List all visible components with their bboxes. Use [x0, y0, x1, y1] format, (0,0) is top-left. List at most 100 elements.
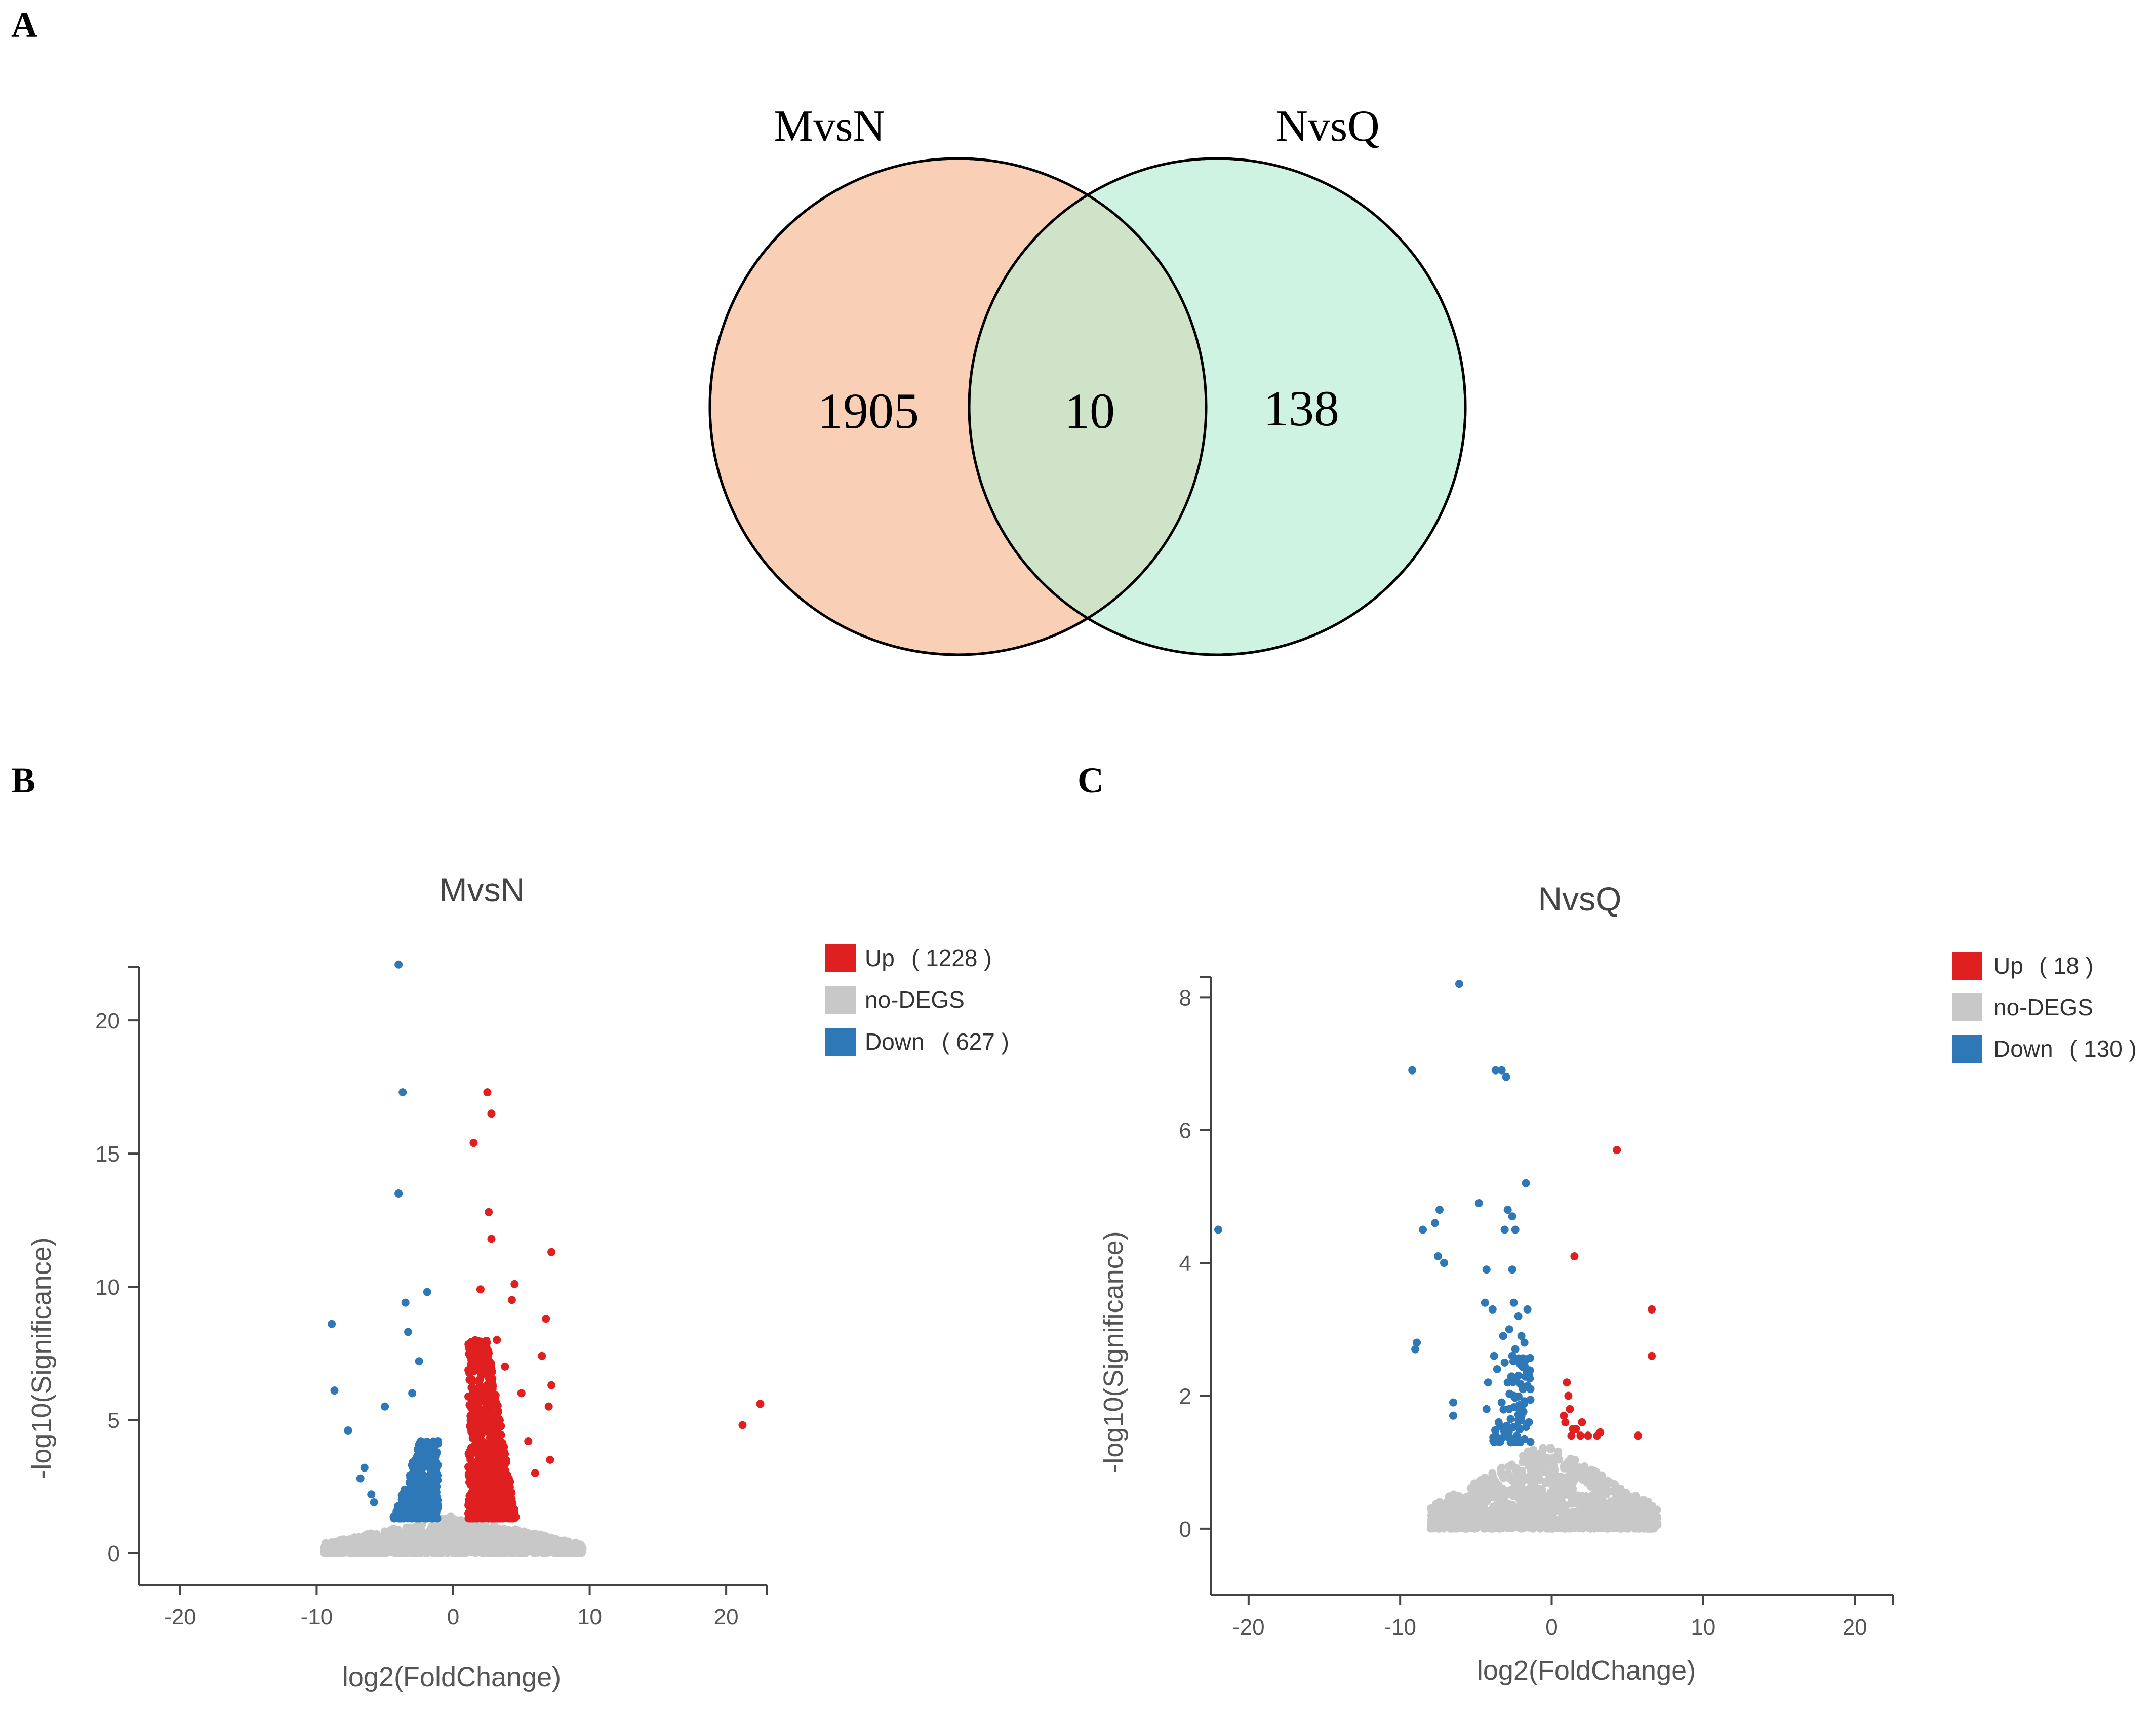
data-point-no [1530, 1505, 1539, 1514]
data-point-no [1448, 1507, 1456, 1516]
data-point-up [495, 1433, 504, 1441]
data-point-up [482, 1342, 491, 1351]
data-point-up [473, 1446, 482, 1454]
data-point-up [496, 1500, 505, 1509]
data-point-up [1596, 1428, 1605, 1437]
data-point-no [1592, 1474, 1601, 1482]
data-point-no [1482, 1478, 1490, 1487]
data-point-no [1515, 1524, 1524, 1532]
venn-label-mvsn: MvsN [774, 102, 885, 151]
data-point-no [1621, 1522, 1630, 1531]
data-point-down [1500, 1358, 1509, 1367]
data-point-no [1630, 1524, 1639, 1533]
x-tick-label: 0 [447, 1605, 459, 1629]
data-point-down [1505, 1325, 1513, 1334]
data-point-no [1498, 1512, 1506, 1520]
data-point-no [433, 1537, 442, 1546]
data-point-down [328, 1320, 336, 1328]
data-point-down [1482, 1265, 1491, 1274]
data-point-no [1428, 1514, 1436, 1523]
data-point-no [1626, 1492, 1634, 1501]
data-point-down [415, 1357, 423, 1366]
data-point-down [1515, 1401, 1524, 1409]
data-point-no [1488, 1483, 1496, 1492]
data-point-up [468, 1434, 477, 1442]
data-point-down [423, 1288, 431, 1296]
data-point-down [1500, 1225, 1509, 1234]
legend: Up ( 18 ) no-DEGS Down ( 130 ) [1952, 952, 2137, 1063]
data-point-no [1582, 1469, 1590, 1478]
data-point-no [1518, 1499, 1526, 1507]
data-point-no [442, 1531, 451, 1540]
x-tick-label: 20 [1843, 1615, 1867, 1640]
data-point-up [479, 1460, 488, 1469]
data-point-down [422, 1497, 430, 1506]
data-point-down [411, 1505, 419, 1514]
data-point-up [490, 1439, 498, 1448]
data-point-up [486, 1500, 495, 1509]
data-point-no [1589, 1493, 1598, 1501]
data-point-no [555, 1546, 564, 1555]
data-point-down [1512, 1431, 1521, 1440]
data-point-down [1522, 1365, 1530, 1373]
data-point-no [441, 1523, 450, 1531]
data-point-no [1605, 1517, 1613, 1525]
data-point-no [1598, 1516, 1606, 1525]
data-point-up [508, 1499, 516, 1507]
y-tick-label: 5 [108, 1408, 120, 1433]
data-point-no [385, 1547, 393, 1556]
data-point-up [475, 1514, 484, 1522]
data-point-down [360, 1463, 369, 1472]
data-point-down [1517, 1411, 1526, 1420]
data-point-up [468, 1510, 476, 1519]
data-point-down [400, 1514, 408, 1523]
data-point-no [461, 1530, 470, 1538]
panel-label-a: A [11, 5, 37, 45]
data-point-up [484, 1394, 493, 1403]
legend-label-no: no-DEGS [1993, 994, 2093, 1020]
data-point-no [568, 1541, 577, 1550]
data-point-down [1523, 1305, 1532, 1314]
data-point-no [571, 1548, 579, 1557]
data-point-up [483, 1476, 492, 1484]
data-point-up [468, 1498, 476, 1506]
data-point-up [474, 1505, 483, 1514]
venn-count-nvsq-only: 138 [1263, 380, 1339, 436]
data-point-up [469, 1486, 477, 1494]
data-point-no [1636, 1500, 1645, 1508]
data-point-no [1535, 1500, 1544, 1508]
data-point-no [1586, 1509, 1594, 1518]
data-point-down [1515, 1425, 1524, 1434]
data-point-no [1466, 1484, 1475, 1492]
data-point-no [480, 1536, 488, 1544]
data-point-no [1511, 1466, 1520, 1475]
data-point-down [425, 1463, 434, 1472]
chart-title: NvsQ [1538, 880, 1622, 918]
data-point-no [1572, 1513, 1580, 1521]
data-point-down [408, 1481, 416, 1490]
data-point-no [1482, 1522, 1491, 1530]
data-point-up [1561, 1418, 1570, 1426]
volcano-plot-mvsn: MvsN -log10(Significance) log2(FoldChang… [26, 871, 1009, 1692]
x-tick-label: -20 [164, 1605, 196, 1629]
volcano-plot-nvsq: NvsQ -log10(Significance) log2(FoldChang… [1098, 880, 2137, 1686]
data-point-up [467, 1392, 475, 1401]
data-point-down [404, 1328, 413, 1336]
y-tick-label: 6 [1179, 1119, 1191, 1143]
data-point-down [370, 1498, 378, 1506]
data-point-up [467, 1403, 475, 1412]
legend-label-down: Down [865, 1028, 925, 1055]
data-point-down [1491, 1066, 1500, 1075]
data-point-no [1491, 1524, 1500, 1532]
data-point-no [462, 1542, 470, 1551]
data-point-down [423, 1437, 431, 1446]
data-point-down [1449, 1411, 1457, 1420]
data-point-no [374, 1539, 382, 1548]
data-point-no [1607, 1523, 1615, 1532]
venn-diagram: MvsN NvsQ 1905 10 138 [708, 102, 1467, 656]
data-point-down [1435, 1206, 1444, 1214]
data-point-up [474, 1416, 483, 1424]
y-tick-label: 8 [1179, 985, 1191, 1010]
data-point-no [1440, 1523, 1448, 1531]
x-tick-label: -10 [1384, 1615, 1416, 1640]
